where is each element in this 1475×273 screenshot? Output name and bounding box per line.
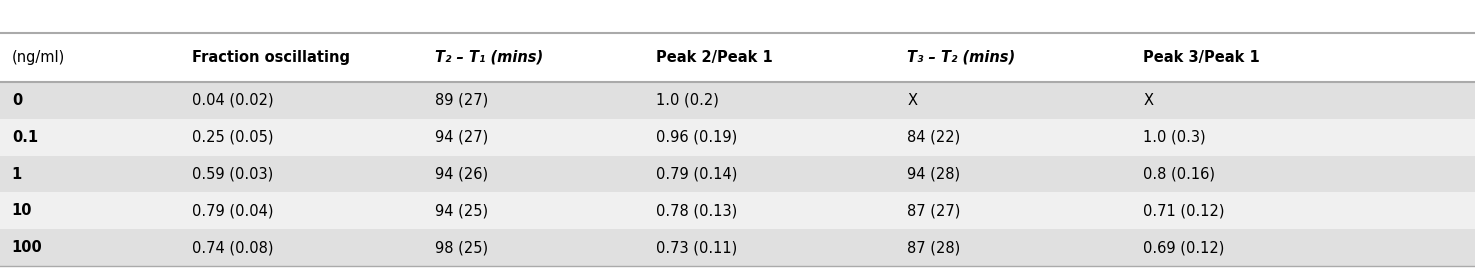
Text: 1.0 (0.2): 1.0 (0.2) [656,93,720,108]
Text: 0.1: 0.1 [12,130,38,145]
Text: 0.74 (0.08): 0.74 (0.08) [192,240,273,255]
Text: 1: 1 [12,167,22,182]
Text: 0.69 (0.12): 0.69 (0.12) [1143,240,1224,255]
Text: 87 (27): 87 (27) [907,203,960,218]
Text: 94 (26): 94 (26) [435,167,488,182]
Text: 1.0 (0.3): 1.0 (0.3) [1143,130,1205,145]
Text: 0.71 (0.12): 0.71 (0.12) [1143,203,1224,218]
Text: 0.59 (0.03): 0.59 (0.03) [192,167,273,182]
Text: 94 (28): 94 (28) [907,167,960,182]
Text: 94 (27): 94 (27) [435,130,488,145]
Text: 0.79 (0.04): 0.79 (0.04) [192,203,273,218]
Text: 100: 100 [12,240,43,255]
Text: 0: 0 [12,93,22,108]
Text: X: X [907,93,917,108]
Text: 0.25 (0.05): 0.25 (0.05) [192,130,273,145]
Text: X: X [1143,93,1153,108]
Text: (ng/ml): (ng/ml) [12,50,65,65]
Bar [0,229,1475,266]
Text: 84 (22): 84 (22) [907,130,960,145]
Text: T₃ – T₂ (mins): T₃ – T₂ (mins) [907,50,1015,65]
Bar [0,156,1475,192]
Bar [0,119,1475,156]
Text: Peak 2/Peak 1: Peak 2/Peak 1 [656,50,773,65]
Text: 98 (25): 98 (25) [435,240,488,255]
Text: 87 (28): 87 (28) [907,240,960,255]
Text: 0.79 (0.14): 0.79 (0.14) [656,167,738,182]
Text: 0.8 (0.16): 0.8 (0.16) [1143,167,1215,182]
Text: 0.04 (0.02): 0.04 (0.02) [192,93,273,108]
Bar [0,192,1475,229]
Text: 94 (25): 94 (25) [435,203,488,218]
Bar [0,82,1475,119]
Text: 0.78 (0.13): 0.78 (0.13) [656,203,738,218]
Text: 10: 10 [12,203,32,218]
Text: 0.73 (0.11): 0.73 (0.11) [656,240,738,255]
Text: 0.96 (0.19): 0.96 (0.19) [656,130,738,145]
Text: Fraction oscillating: Fraction oscillating [192,50,350,65]
Text: T₂ – T₁ (mins): T₂ – T₁ (mins) [435,50,543,65]
Text: Peak 3/Peak 1: Peak 3/Peak 1 [1143,50,1260,65]
Text: 89 (27): 89 (27) [435,93,488,108]
